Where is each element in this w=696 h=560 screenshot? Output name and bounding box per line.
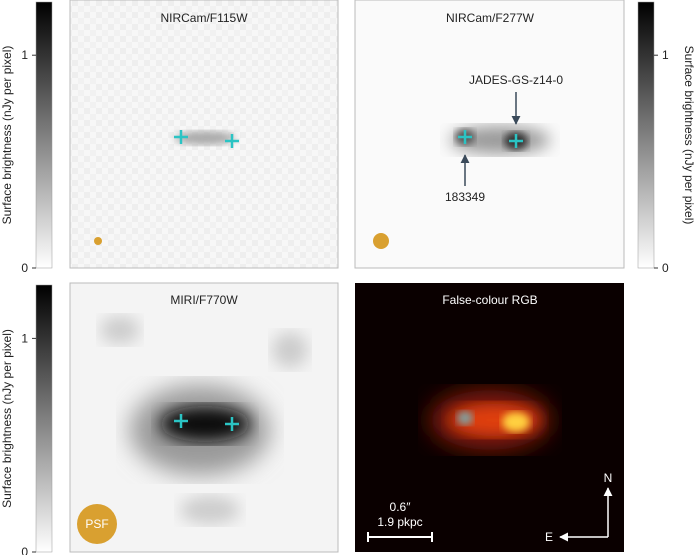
compass-label: N (604, 471, 613, 485)
compass-label: E (545, 530, 553, 544)
annotation: 183349 (445, 190, 485, 204)
source-blob (450, 126, 550, 154)
psf-label: PSF (85, 517, 108, 531)
noise-blob (272, 332, 308, 368)
colorbar-tick-label: 1 (21, 48, 28, 62)
panel-f115w: NIRCam/F115W (69, 0, 339, 269)
noise-blob (100, 316, 140, 344)
colorbar-tick-label: 0 (21, 545, 28, 555)
colorbar (35, 284, 53, 553)
panel-rgb: False-colour RGB 0.6″ 1.9 pkpc N E (355, 283, 624, 552)
psf-dot (77, 504, 117, 544)
psf-dot (373, 233, 389, 249)
scale-bar (367, 532, 433, 542)
panel-f770w: MIRI/F770W PSF (69, 282, 339, 553)
source-core (457, 411, 473, 425)
colorbar-label: Surface brightness (nJy per pixel) (0, 329, 14, 508)
colorbar-tick-label: 0 (662, 261, 669, 275)
scale-label: 1.9 pkpc (377, 515, 422, 529)
source-core (502, 412, 530, 432)
psf-dot (94, 237, 102, 245)
colorbar (637, 1, 655, 269)
panel-title: False-colour RGB (442, 293, 537, 307)
source-core (160, 406, 250, 442)
panel-title: MIRI/F770W (170, 293, 238, 307)
noise-blob (180, 496, 240, 524)
source-blob (175, 131, 235, 145)
panel-f277w: NIRCam/F277W JADES-GS-z14-0 183349 (354, 0, 625, 269)
panel-title: NIRCam/F277W (446, 11, 535, 25)
colorbar-label: Surface brightness (nJy per pixel) (682, 46, 696, 225)
colorbar-tick-label: 0 (21, 261, 28, 275)
annotation: JADES-GS-z14-0 (469, 73, 563, 87)
crosses (174, 414, 239, 431)
colorbar (35, 1, 53, 269)
colorbar-label: Surface brightness (nJy per pixel) (0, 46, 14, 225)
crosses (458, 130, 523, 148)
panel-title: NIRCam/F115W (160, 11, 248, 25)
scale-label: 0.6″ (390, 500, 412, 514)
colorbar-tick-label: 1 (662, 48, 669, 62)
crosses (174, 130, 239, 148)
colorbar-tick-label: 1 (21, 331, 28, 345)
